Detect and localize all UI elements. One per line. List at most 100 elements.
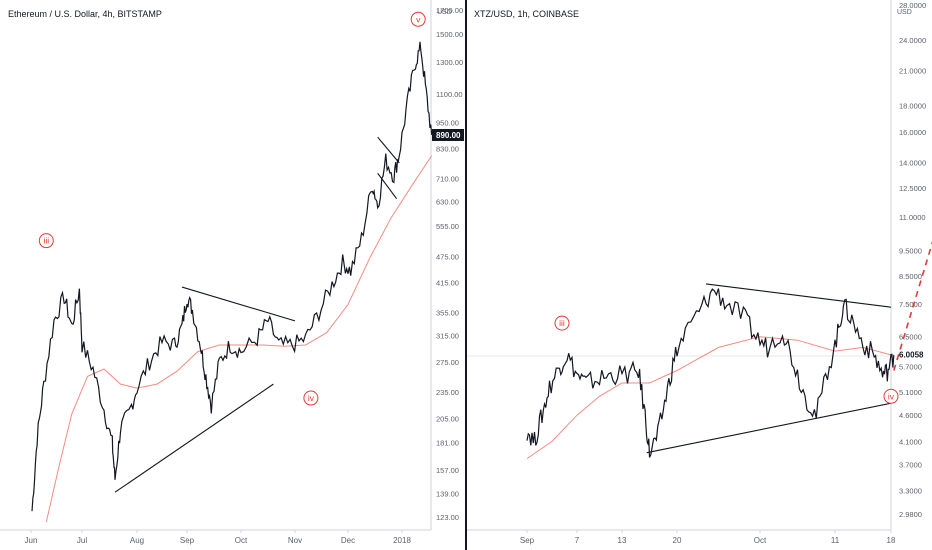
- eth-price-tick: 710.00: [436, 175, 459, 184]
- eth-price-series: [31, 41, 433, 512]
- xtz-time-tick: 11: [831, 536, 840, 545]
- xtz-time-tick: 7: [575, 536, 580, 545]
- eth-trendline: [377, 136, 400, 164]
- xtz-currency-label: USD: [897, 9, 912, 16]
- pane-separator[interactable]: [465, 0, 467, 550]
- xtz-ma-line: [526, 336, 892, 460]
- eth-wave-iv-circle: [303, 390, 319, 406]
- xtz-price-tick: 3.7000: [899, 461, 922, 470]
- xtz-time-axis: Sep 7 13 20 Oct 11 18: [520, 530, 896, 545]
- eth-wave-iii-circle: [38, 233, 54, 249]
- xtz-wave-iv-label: iv: [888, 391, 895, 401]
- eth-price-tick: 830.00: [436, 144, 459, 153]
- eth-wave-iii-label: iii: [43, 236, 49, 246]
- eth-price-tick: 205.00: [436, 415, 459, 424]
- xtz-price-tick: 16.0000: [899, 128, 926, 137]
- xtz-price-tick: 5.7000: [899, 363, 922, 372]
- eth-currency-label: USD: [437, 9, 452, 16]
- xtz-drawings: [646, 241, 932, 454]
- xtz-price-tick: 7.5000: [899, 300, 922, 309]
- xtz-price-line: [526, 288, 895, 458]
- xtz-price-tick: 18.0000: [899, 101, 926, 110]
- eth-wave-labels: iii iv v: [38, 11, 426, 406]
- xtz-last-price-text: 6.0058: [899, 351, 924, 360]
- xtz-price-tick: 3.3000: [899, 487, 922, 496]
- eth-time-tick: 2018: [393, 536, 411, 545]
- eth-price-tick: 630.00: [436, 198, 459, 207]
- eth-price-tick: 1500.00: [436, 30, 463, 39]
- xtz-price-tick: 6.5000: [899, 333, 922, 342]
- xtz-price-tick: 2.9800: [899, 510, 922, 519]
- xtz-plot-background: [467, 0, 932, 550]
- eth-time-tick: Oct: [235, 536, 248, 545]
- eth-price-tick: 275.00: [436, 358, 459, 367]
- xtz-price-tick: 8.5000: [899, 272, 922, 281]
- eth-chart-title: Ethereum / U.S. Dollar, 4h, BITSTAMP: [8, 9, 162, 19]
- xtz-price-tick: 14.0000: [899, 158, 926, 167]
- eth-price-tick: 139.00: [436, 490, 459, 499]
- eth-trendline: [377, 172, 398, 200]
- eth-trendline: [114, 383, 274, 493]
- eth-price-tick: 181.00: [436, 439, 459, 448]
- xtz-time-tick: Sep: [520, 536, 535, 545]
- xtz-wave-iii-circle: [554, 315, 570, 331]
- eth-time-tick: Sep: [180, 536, 195, 545]
- eth-wave-v-circle: [410, 11, 426, 27]
- eth-time-axis: Jun Jul Aug Sep Oct Nov Dec 2018: [25, 530, 411, 545]
- eth-drawings: [114, 136, 400, 493]
- eth-wave-iv-label: iv: [308, 393, 315, 403]
- eth-price-tick: 123.00: [436, 513, 459, 522]
- eth-price-tick: 235.00: [436, 388, 459, 397]
- eth-plot-background: [0, 0, 466, 550]
- eth-price-line: [31, 41, 433, 512]
- eth-last-price-box: [432, 128, 464, 141]
- eth-price-tick: 157.00: [436, 466, 459, 475]
- xtz-price-axis: 28.0000 24.0000 21.0000 18.0000 16.0000 14.00…: [897, 1, 926, 519]
- eth-price-tick: 415.00: [436, 278, 459, 287]
- xtz-price-tick: 4.6000: [899, 411, 922, 420]
- xtz-price-series: [526, 288, 895, 458]
- eth-last-price-text: 890.00: [436, 131, 461, 140]
- xtz-wave-iii-label: iii: [559, 318, 565, 328]
- xtz-price-tick: 21.0000: [899, 66, 926, 75]
- xtz-wave-iv-circle: [883, 388, 899, 404]
- eth-ma-line: [45, 155, 433, 523]
- xtz-price-tick: 4.1000: [899, 437, 922, 446]
- eth-time-tick: Jul: [77, 536, 87, 545]
- xtz-price-tick: 24.0000: [899, 36, 926, 45]
- eth-price-tick: 355.00: [436, 309, 459, 318]
- xtz-chart-title: XTZ/USD, 1h, COINBASE: [474, 9, 580, 19]
- xtz-moving-average: [526, 336, 892, 460]
- eth-price-tick: 1300.00: [436, 58, 463, 67]
- eth-price-axis: 1700.00 1500.00 1300.00 1100.00 950.00 830.00…: [436, 6, 463, 522]
- eth-time-tick: Jun: [25, 536, 38, 545]
- xtz-chart[interactable]: 28.0000 24.0000 21.0000 18.0000 16.0000 14.00…: [467, 0, 932, 550]
- eth-price-tick: 475.00: [436, 252, 459, 261]
- eth-price-tick: 315.00: [436, 332, 459, 341]
- eth-time-tick: Aug: [130, 536, 144, 545]
- eth-moving-average: [45, 155, 433, 523]
- xtz-price-tick: 12.5000: [899, 184, 926, 193]
- eth-time-tick: Dec: [341, 536, 355, 545]
- xtz-last-price-badge: 6.0058: [899, 351, 924, 360]
- eth-price-tick: 950.00: [436, 118, 459, 127]
- xtz-time-tick: 20: [673, 536, 682, 545]
- eth-wave-v-label: v: [416, 14, 421, 24]
- xtz-time-tick: 13: [618, 536, 627, 545]
- xtz-trendline: [705, 283, 892, 308]
- xtz-time-tick: 18: [887, 536, 896, 545]
- xtz-time-tick: Oct: [754, 536, 767, 545]
- eth-chart[interactable]: 1700.00 1500.00 1300.00 1100.00 950.00 830.00…: [0, 0, 466, 550]
- xtz-price-tick: 28.0000: [899, 1, 926, 10]
- xtz-price-tick: 9.5000: [899, 247, 922, 256]
- xtz-trendline: [646, 402, 892, 454]
- eth-price-tick: 1100.00: [436, 90, 463, 99]
- eth-time-tick: Nov: [288, 536, 302, 545]
- xtz-price-tick: 11.0000: [899, 213, 926, 222]
- eth-last-price-badge: 890.00: [432, 128, 464, 141]
- eth-trendline: [181, 286, 296, 322]
- eth-price-tick: 555.00: [436, 222, 459, 231]
- xtz-price-tick: 5.1000: [899, 388, 922, 397]
- eth-price-tick: 1700.00: [436, 6, 463, 15]
